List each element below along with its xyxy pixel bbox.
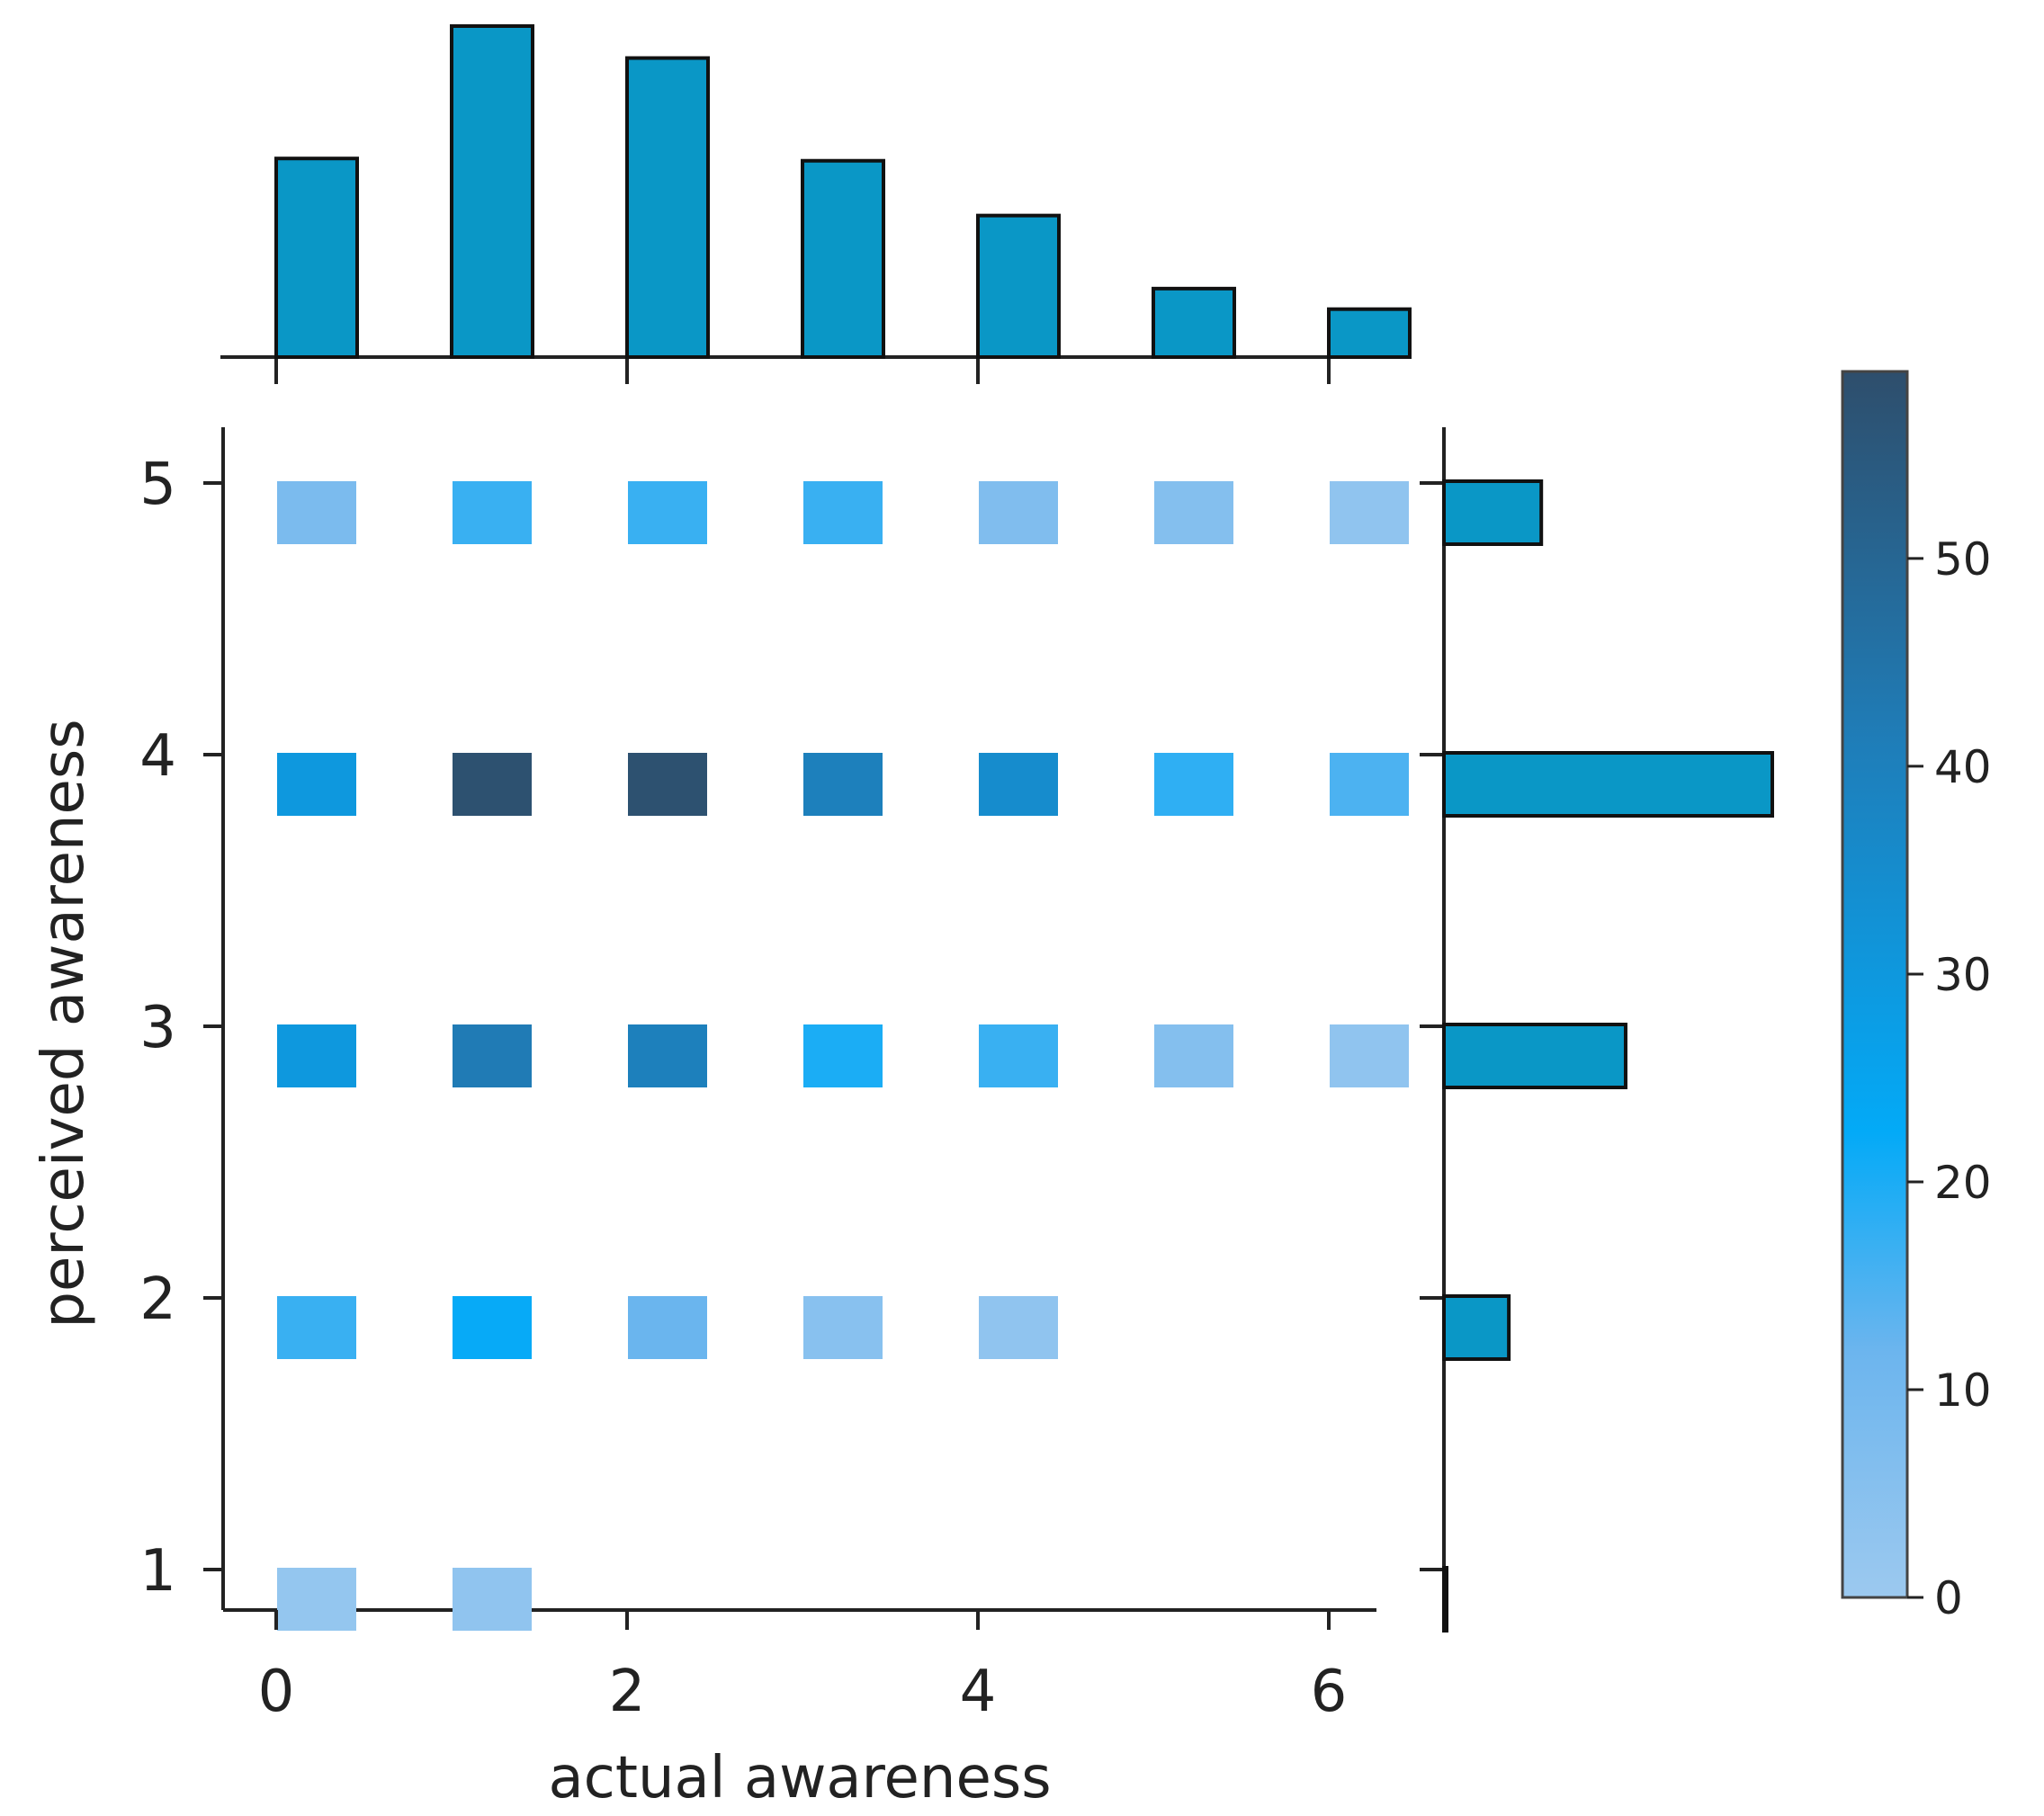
top-marginal-bar-2	[625, 56, 710, 359]
heatmap-cell-x1-y2	[453, 1296, 532, 1359]
y-tick-label: 3	[139, 995, 176, 1061]
y-tick-label: 5	[139, 452, 176, 518]
heatmap-cell-x4-y3	[979, 1024, 1058, 1087]
heatmap-cell-x2-y5	[628, 481, 707, 544]
heatmap-cell-x4-y5	[979, 481, 1058, 544]
y-ticks: 1 2 3 4 5	[139, 452, 1444, 1605]
colorbar-tick-label: 0	[1934, 1572, 1963, 1624]
heatmap-cell-x5-y4	[1154, 753, 1233, 816]
top-marginal-bar-0	[274, 157, 359, 359]
heatmap-cells	[277, 481, 1409, 1631]
x-tick-label: 6	[1311, 1659, 1348, 1725]
heatmap-cell-x0-y4	[277, 753, 356, 816]
heatmap-cell-x3-y3	[803, 1024, 883, 1087]
heatmap-cell-x6-y3	[1330, 1024, 1409, 1087]
right-marginal-bar-4	[1442, 751, 1774, 818]
heatmap-cell-x2-y4	[628, 753, 707, 816]
top-marginal-bar-6	[1327, 307, 1412, 360]
colorbar-ticks: 0 10 20 30 40 50	[1907, 533, 1992, 1624]
main-axes	[221, 427, 1376, 1612]
colorbar-gradient	[1841, 370, 1909, 1599]
colorbar-tick-label: 40	[1934, 741, 1992, 793]
heatmap-cell-x0-y1	[277, 1568, 356, 1631]
right-marginal-histogram	[1442, 427, 1774, 1633]
x-tick-label: 4	[960, 1659, 997, 1725]
heatmap-cell-x0-y2	[277, 1296, 356, 1359]
top-marginal-bar-5	[1152, 286, 1236, 359]
top-marginal-bars	[274, 24, 1412, 360]
heatmap-cell-x1-y1	[453, 1568, 532, 1631]
right-marginal-bars	[1442, 479, 1774, 1633]
heatmap-cell-x1-y4	[453, 753, 532, 816]
top-marginal-bar-1	[450, 24, 534, 359]
heatmap-cell-x3-y4	[803, 753, 883, 816]
x-axis-title: actual awareness	[548, 1745, 1051, 1812]
heatmap-cell-x1-y5	[453, 481, 532, 544]
y-tick-label: 4	[139, 723, 176, 790]
top-marginal-bar-4	[976, 213, 1061, 359]
y-tick-label: 2	[139, 1266, 176, 1333]
heatmap-cell-x5-y5	[1154, 481, 1233, 544]
right-marginal-bar-5	[1442, 479, 1544, 546]
colorbar-tick-label: 20	[1934, 1157, 1992, 1209]
top-marginal-histogram	[220, 24, 1412, 360]
right-marginal-bar-2	[1442, 1294, 1511, 1361]
right-marginal-bar-1	[1442, 1566, 1448, 1633]
x-tick-label: 2	[609, 1659, 646, 1725]
heatmap-cell-x0-y3	[277, 1024, 356, 1087]
y-axis-title: perceived awareness	[31, 719, 97, 1328]
heatmap-cell-x4-y4	[979, 753, 1058, 816]
colorbar-tick-label: 50	[1934, 533, 1992, 586]
top-marginal-bar-3	[801, 158, 885, 359]
heatmap-cell-x0-y5	[277, 481, 356, 544]
x-ticks: 0 2 4 6	[258, 357, 1348, 1725]
heatmap-cell-x4-y2	[979, 1296, 1058, 1359]
colorbar-tick-label: 30	[1934, 949, 1992, 1001]
heatmap-cell-x3-y2	[803, 1296, 883, 1359]
heatmap-cell-x6-y4	[1330, 753, 1409, 816]
heatmap-cell-x5-y3	[1154, 1024, 1233, 1087]
right-marginal-bar-3	[1442, 1023, 1627, 1089]
heatmap-cell-x6-y5	[1330, 481, 1409, 544]
colorbar: 0 10 20 30 40 50	[1841, 370, 1992, 1624]
x-tick-label: 0	[258, 1659, 295, 1725]
heatmap-cell-x2-y2	[628, 1296, 707, 1359]
heatmap-cell-x3-y5	[803, 481, 883, 544]
y-tick-label: 1	[139, 1538, 176, 1605]
heatmap-cell-x1-y3	[453, 1024, 532, 1087]
colorbar-tick-label: 10	[1934, 1364, 1992, 1417]
heatmap-cell-x2-y3	[628, 1024, 707, 1087]
